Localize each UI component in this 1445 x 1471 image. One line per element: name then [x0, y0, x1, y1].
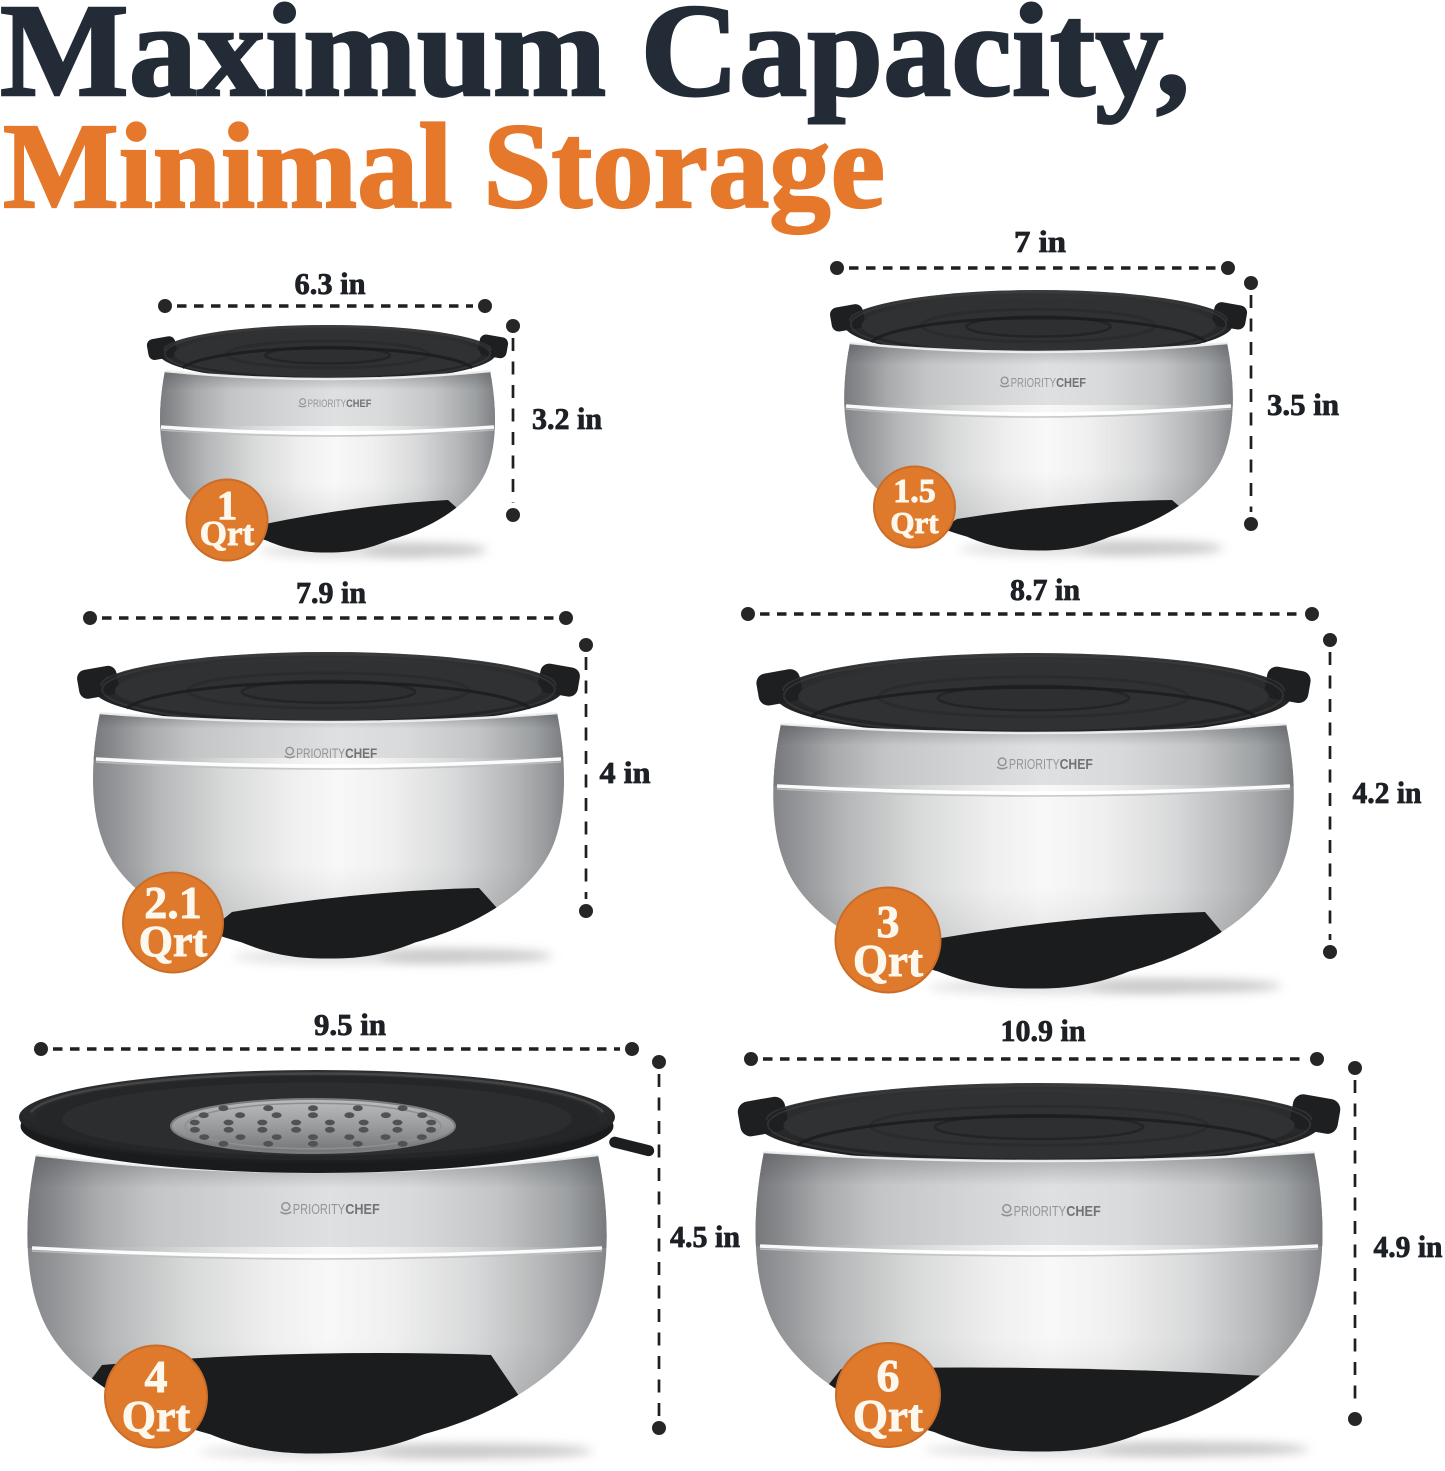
svg-text:Qrt: Qrt — [890, 505, 939, 540]
svg-text:Qrt: Qrt — [200, 514, 255, 553]
svg-text:3.5 in: 3.5 in — [1267, 387, 1339, 422]
svg-text:PRIORITY: PRIORITY — [1014, 1203, 1067, 1220]
svg-text:10.9 in: 10.9 in — [1001, 1013, 1086, 1048]
svg-text:6.3 in: 6.3 in — [295, 266, 366, 301]
svg-text:CHEF: CHEF — [346, 398, 372, 410]
svg-text:Qrt: Qrt — [122, 1392, 191, 1441]
svg-text:4.5 in: 4.5 in — [670, 1219, 740, 1254]
svg-text:4.9 in: 4.9 in — [1374, 1229, 1443, 1264]
svg-text:PRIORITY: PRIORITY — [1009, 757, 1060, 773]
svg-text:4.2 in: 4.2 in — [1353, 775, 1422, 810]
svg-text:Qrt: Qrt — [139, 917, 208, 966]
svg-text:PRIORITY: PRIORITY — [293, 1201, 346, 1218]
svg-text:3.2 in: 3.2 in — [532, 401, 602, 436]
svg-text:9.5 in: 9.5 in — [314, 1007, 386, 1042]
svg-text:1: 1 — [217, 482, 238, 528]
svg-text:PRIORITY: PRIORITY — [1011, 375, 1057, 390]
svg-text:Maximum Capacity,: Maximum Capacity, — [0, 0, 1190, 124]
svg-text:Qrt: Qrt — [853, 1391, 923, 1441]
svg-text:8.7 in: 8.7 in — [1010, 572, 1080, 607]
svg-text:CHEF: CHEF — [1060, 757, 1093, 773]
svg-text:4 in: 4 in — [600, 755, 651, 790]
svg-text:CHEF: CHEF — [1066, 1203, 1101, 1220]
svg-text:2.1: 2.1 — [144, 877, 202, 928]
svg-text:6: 6 — [877, 1350, 900, 1401]
svg-text:Minimal Storage: Minimal Storage — [3, 99, 885, 234]
svg-text:4: 4 — [145, 1351, 168, 1402]
svg-text:7 in: 7 in — [1014, 224, 1066, 259]
svg-text:Qrt: Qrt — [853, 936, 923, 986]
svg-text:CHEF: CHEF — [1056, 375, 1086, 390]
svg-text:CHEF: CHEF — [345, 745, 378, 761]
svg-text:PRIORITY: PRIORITY — [308, 398, 347, 410]
svg-text:1.5: 1.5 — [893, 473, 936, 510]
svg-text:PRIORITY: PRIORITY — [296, 745, 345, 761]
svg-text:3: 3 — [877, 896, 900, 947]
svg-text:7.9 in: 7.9 in — [296, 575, 366, 610]
svg-text:CHEF: CHEF — [345, 1201, 380, 1218]
